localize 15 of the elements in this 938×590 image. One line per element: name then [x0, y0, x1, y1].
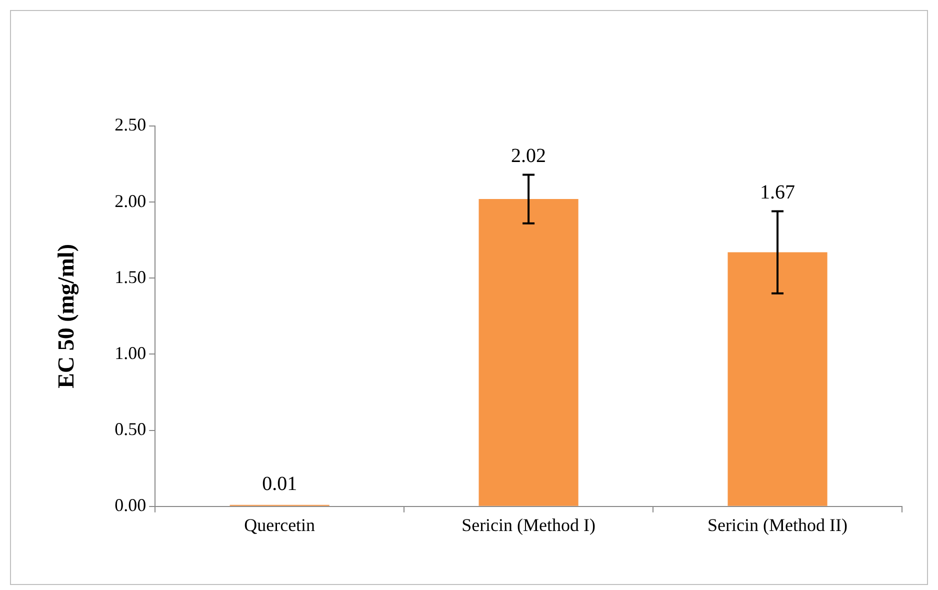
data-label: 0.01	[262, 473, 298, 496]
data-label: 1.67	[760, 181, 796, 204]
data-label: 2.02	[511, 144, 546, 167]
y-tick-label: 2.50	[114, 114, 146, 135]
x-tick-label: Quercetin	[244, 514, 316, 535]
y-tick-label: 1.00	[114, 342, 146, 363]
y-axis-title: EC 50 (mg/ml)	[54, 244, 80, 388]
bar	[478, 199, 578, 506]
bar	[728, 252, 828, 506]
y-tick-label: 0.00	[114, 495, 146, 516]
x-tick-label: Sericin (Method II)	[708, 514, 848, 535]
y-tick-label: 1.50	[114, 266, 146, 287]
x-tick-label: Sericin (Method I)	[462, 514, 596, 535]
y-tick-label: 2.00	[114, 190, 146, 211]
y-tick-label: 0.50	[114, 419, 146, 440]
